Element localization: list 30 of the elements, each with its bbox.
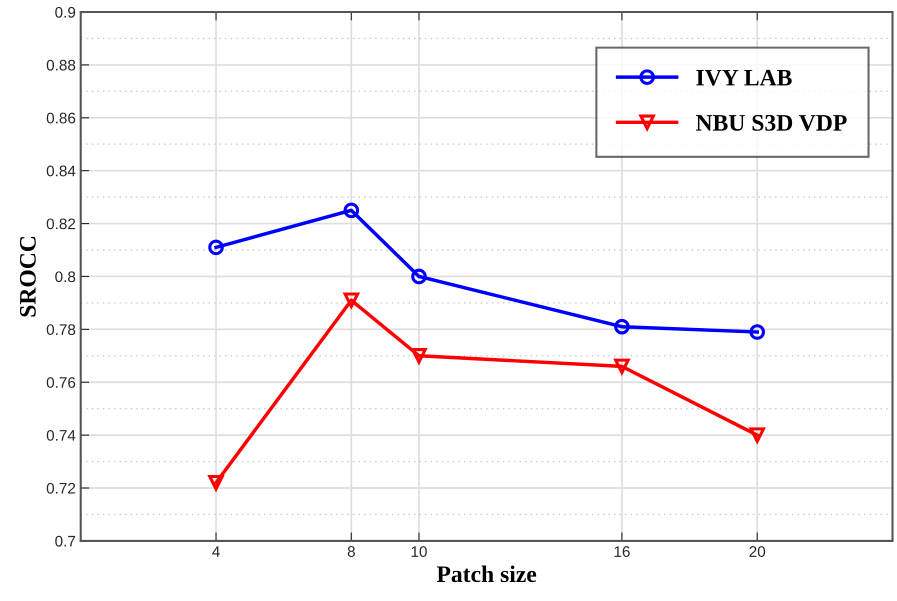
point: [749, 324, 765, 340]
x-tick-label: 8: [348, 546, 355, 557]
legend-label: IVY LAB: [696, 70, 792, 86]
y-tick-label: 0.8: [55, 271, 76, 282]
x-tick-label: 4: [212, 546, 220, 557]
point: [344, 292, 360, 308]
legend-label: NBU S3D VDP: [696, 114, 847, 131]
y-tick-label: 0.88: [46, 60, 76, 71]
point: [208, 240, 224, 256]
y-tick-label: 0.9: [55, 6, 76, 18]
y-tick-label: 0.78: [46, 324, 76, 336]
point: [614, 318, 630, 334]
y-tick-label: 0.72: [46, 482, 76, 494]
point: [208, 474, 224, 491]
point: [344, 202, 360, 218]
y-tick-label: 0.74: [46, 430, 76, 441]
y-tick-label: 0.76: [46, 377, 76, 388]
point: [614, 358, 630, 374]
y-tick-label: 0.86: [46, 112, 76, 124]
y-tick-label: 0.82: [46, 218, 76, 230]
x-axis-title: Patch size: [436, 566, 536, 582]
y-tick-label: 0.7: [55, 536, 76, 547]
y-axis-title: SROCC: [20, 236, 36, 317]
x-tick-label: 20: [749, 546, 766, 557]
y-tick-label: 0.84: [46, 166, 76, 176]
point: [411, 268, 427, 284]
x-tick-label: 16: [614, 546, 630, 557]
x-tick-label: 10: [412, 546, 427, 557]
point: [411, 348, 427, 364]
point: [749, 427, 765, 443]
